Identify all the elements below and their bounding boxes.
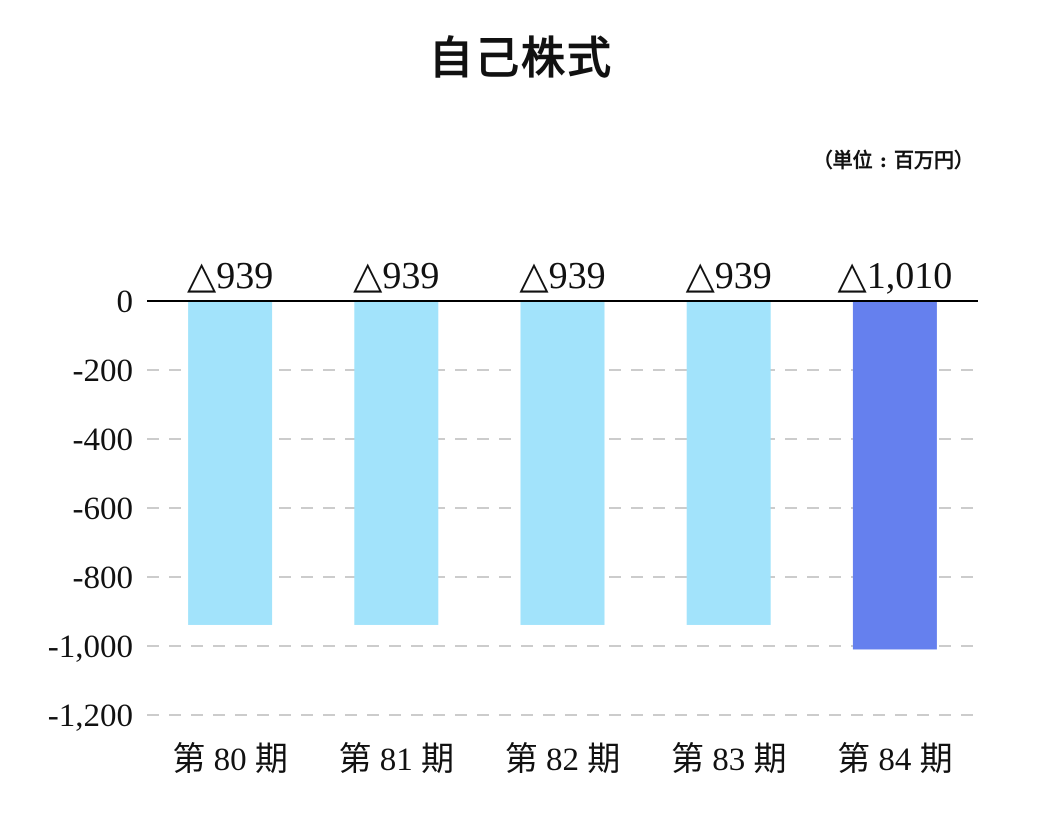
bar <box>686 301 771 625</box>
y-tick-label: -1,000 <box>48 629 133 665</box>
y-tick-label: -600 <box>73 491 134 527</box>
bar <box>520 301 605 625</box>
bar <box>852 301 937 650</box>
chart-title: 自己株式 <box>429 33 613 84</box>
y-tick-label: -200 <box>73 353 134 389</box>
category-label: 第 81 期 <box>339 741 455 778</box>
value-label: △939 <box>187 255 273 297</box>
value-label: △939 <box>353 255 439 297</box>
category-labels: 第 80 期 第 81 期 第 82 期 第 83 期 第 84 期 <box>172 741 952 778</box>
category-label: 第 80 期 <box>172 741 288 778</box>
y-tick-labels: 0 -200 -400 -600 -800 -1,000 -1,200 <box>48 284 133 734</box>
bars <box>188 301 937 650</box>
value-label: △939 <box>686 255 772 297</box>
category-label: 第 83 期 <box>671 741 787 778</box>
y-tick-label: -400 <box>73 422 134 458</box>
y-tick-label: -1,200 <box>48 698 133 734</box>
value-label: △1,010 <box>838 255 953 297</box>
y-tick-label: -800 <box>73 560 134 596</box>
category-label: 第 84 期 <box>837 741 953 778</box>
category-label: 第 82 期 <box>505 741 621 778</box>
unit-label: （単位 : 百万円） <box>812 148 974 172</box>
y-tick-label: 0 <box>117 284 134 320</box>
value-labels: △939 △939 △939 △939 △1,010 <box>187 255 952 297</box>
bar <box>188 301 273 625</box>
bar <box>354 301 439 625</box>
grid-lines <box>147 369 978 716</box>
value-label: △939 <box>519 255 605 297</box>
